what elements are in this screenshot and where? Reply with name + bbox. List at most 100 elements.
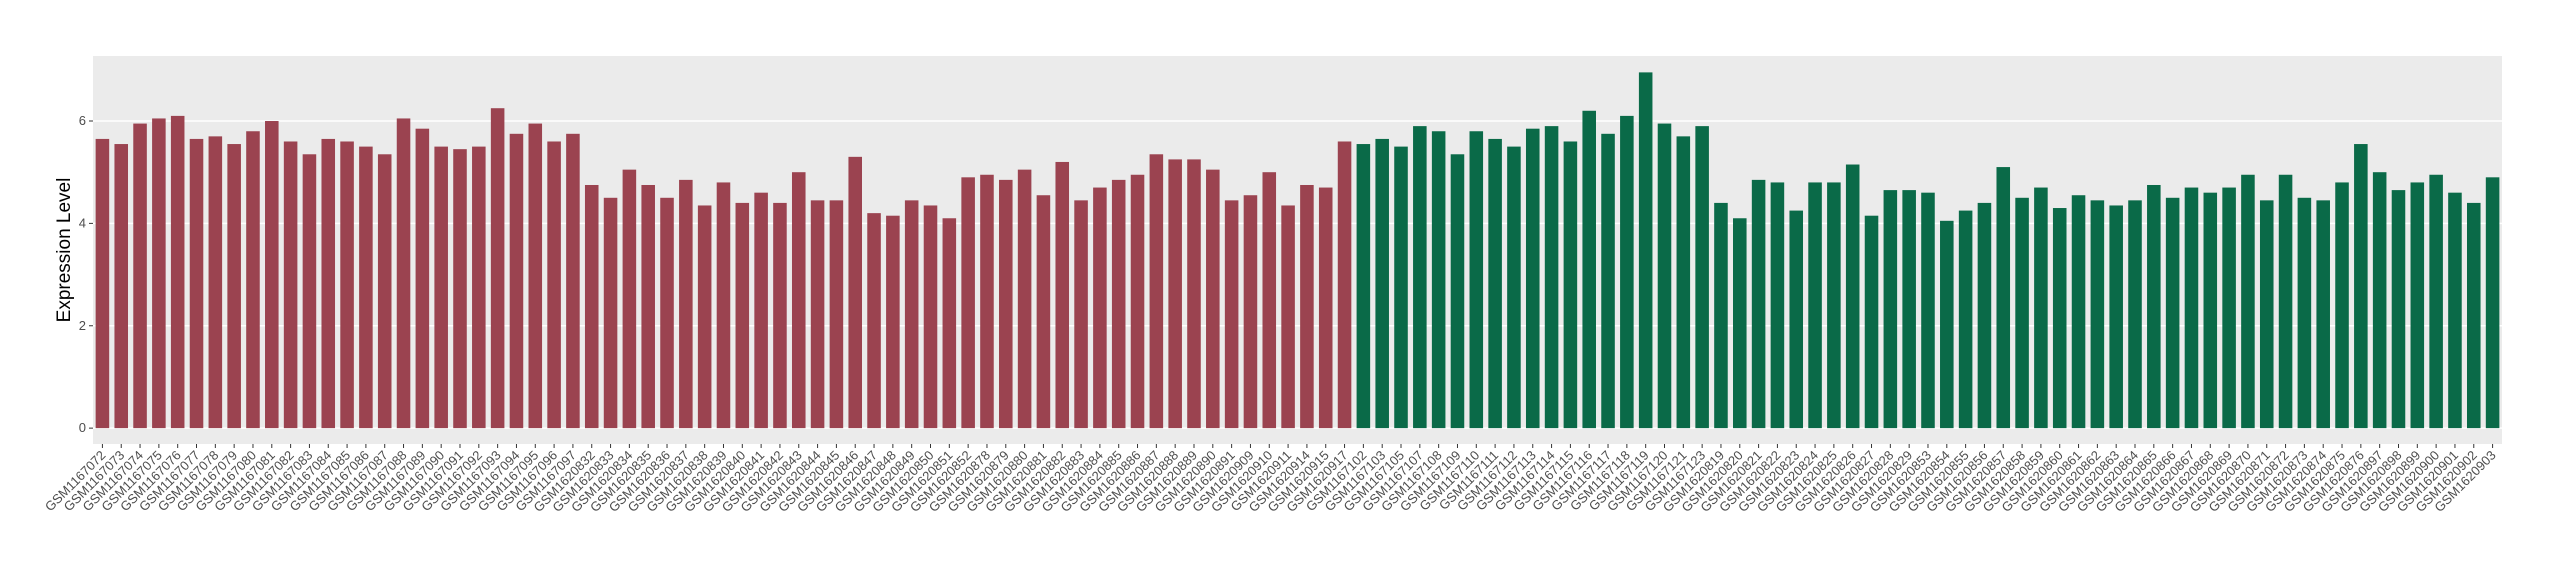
bar [584,184,599,429]
bar [1601,133,1615,429]
bar [1262,172,1277,429]
bar [904,200,919,429]
y-tick-label: 6 [79,113,86,128]
bar [490,108,505,429]
bar [2241,174,2255,429]
bar [2147,184,2161,429]
bar [716,182,731,429]
bar [1469,131,1484,429]
bar [2278,174,2293,429]
bar [2429,174,2443,429]
y-tick-label: 4 [79,215,86,230]
bar [999,179,1013,429]
bar [302,154,317,429]
bar [1055,161,1070,429]
bar [283,141,298,429]
bar [1770,182,1785,429]
bar [246,131,260,429]
bar [2259,200,2274,429]
bar [942,218,957,429]
bar [2184,187,2199,429]
bar [1940,220,1954,429]
bar [1130,174,1145,429]
bar [1582,110,1596,429]
bar [980,174,994,429]
bar [1996,167,2011,429]
bar [697,205,712,429]
bar [660,197,674,429]
bar [509,133,524,429]
bar [791,172,806,429]
bar [1111,179,1126,429]
bar [1337,141,1352,429]
bar [1563,141,1578,429]
bar [528,123,543,429]
bar [208,136,223,429]
bar [1695,126,1709,429]
bar [1676,136,1691,429]
bar [170,115,185,429]
bar [377,154,392,429]
y-tick-label: 0 [79,420,86,435]
bar [1300,184,1314,429]
bar [1657,123,1672,429]
bar [2335,182,2349,429]
bar [566,133,580,429]
bar [2466,202,2481,429]
bar [1977,202,1992,429]
bar [547,141,561,429]
bar [359,146,373,429]
bar [1864,215,1879,429]
bar [1638,72,1653,429]
bar [133,123,147,429]
bar [886,215,900,429]
bar [396,118,411,429]
bar [1243,195,1258,429]
bar [415,128,430,429]
bar [961,177,975,429]
bar [1488,138,1502,429]
bar [152,118,166,429]
bar [265,121,279,429]
bar [1206,169,1220,429]
bar [1187,159,1201,429]
bar [1958,210,1973,429]
bar [773,202,787,429]
bar [1620,115,1634,429]
bar [1281,205,1295,429]
bar [1431,131,1446,429]
bar [848,156,862,429]
bar [1168,159,1182,429]
bar [2297,197,2312,429]
bar [1525,128,1540,429]
bar [1507,146,1521,429]
y-tick-label: 2 [79,318,86,333]
bar [2372,172,2387,429]
bar [1036,195,1051,429]
bar [472,146,486,429]
bar [1751,179,1766,429]
bar [1883,190,1898,429]
bar [622,169,637,429]
bar [1318,187,1333,429]
bar [1450,154,1465,429]
bar [1733,218,1747,429]
bar [867,213,881,429]
bar [2222,187,2236,429]
bar [2410,182,2425,429]
bar [2165,197,2180,429]
bar [1093,187,1107,429]
bar [603,197,618,429]
bar [923,205,938,429]
bar [1845,164,1860,429]
bar [2485,177,2500,429]
bar [1789,210,1804,429]
bar [1074,200,1088,429]
bar [321,138,336,429]
bar [2109,205,2123,429]
bar [227,144,241,429]
bar [2203,192,2218,429]
bar [2090,200,2105,429]
bar [2391,190,2406,429]
